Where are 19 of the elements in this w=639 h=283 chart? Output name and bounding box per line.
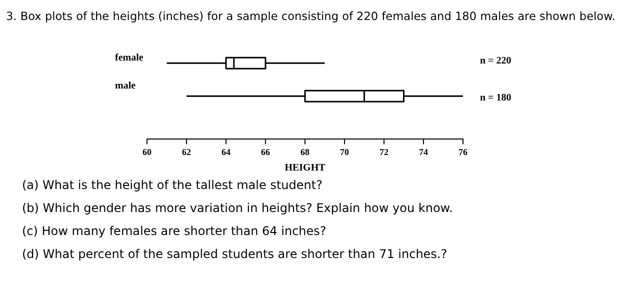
x-tick-label: 70 <box>340 146 350 157</box>
x-tick-label: 72 <box>380 146 389 157</box>
chart-title: 3. Box plots of the heights (inches) for a sample consisting of 220 females and 180 males are shown below. <box>6 10 616 23</box>
x-tick-label: 66 <box>261 146 270 157</box>
text: n = 180 <box>480 92 512 104</box>
text: (d) What percent of the sampled students are shorter than 71 inches.? <box>22 247 448 263</box>
x-axis-title: HEIGHT <box>284 162 326 174</box>
x-tick-label: 60 <box>142 146 152 157</box>
x-tick-label: 64 <box>222 146 231 157</box>
y-tick-label: male <box>115 80 136 92</box>
text: (b) Which gender has more variation in heights? Explain how you know. <box>22 201 453 217</box>
y-tick-label: female <box>115 52 144 64</box>
x-tick-label: 62 <box>182 146 192 157</box>
text: (a) What is the height of the tallest male student? <box>22 178 324 194</box>
text: n = 220 <box>480 56 512 67</box>
x-tick-label: 68 <box>300 146 310 157</box>
x-tick-label: 76 <box>458 146 468 157</box>
x-tick-label: 74 <box>419 146 428 157</box>
text: (c) How many females are shorter than 64 inches? <box>22 224 328 240</box>
